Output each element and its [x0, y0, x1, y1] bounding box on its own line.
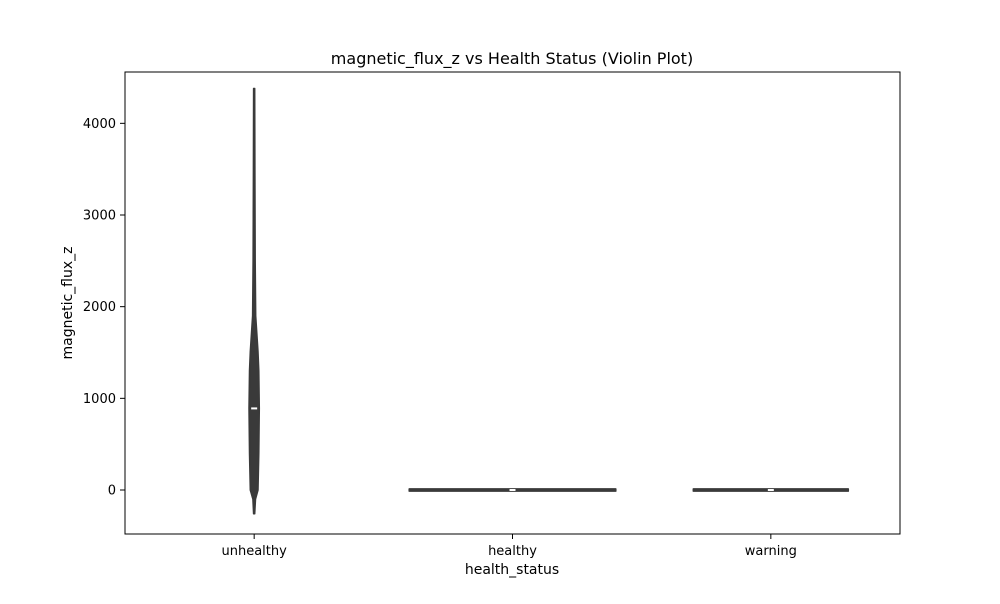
- y-axis: 0 1000 2000 3000 4000: [83, 117, 125, 499]
- x-axis-label: health_status: [465, 562, 559, 578]
- y-tick-label: 4000: [83, 117, 116, 132]
- y-tick-label: 2000: [83, 300, 116, 315]
- y-tick-label: 0: [108, 484, 116, 499]
- violin-group: [248, 87, 850, 515]
- x-tick-label: unhealthy: [222, 544, 288, 559]
- violin-iqr-box-unhealthy: [250, 351, 259, 490]
- x-tick-label: healthy: [488, 544, 537, 559]
- chart-title: magnetic_flux_z vs Health Status (Violin…: [331, 49, 693, 69]
- x-axis: unhealthy healthy warning: [222, 534, 797, 559]
- y-tick-label: 3000: [83, 209, 116, 224]
- y-axis-label: magnetic_flux_z: [60, 247, 76, 360]
- y-tick-label: 1000: [83, 392, 116, 407]
- x-tick-label: warning: [745, 544, 797, 559]
